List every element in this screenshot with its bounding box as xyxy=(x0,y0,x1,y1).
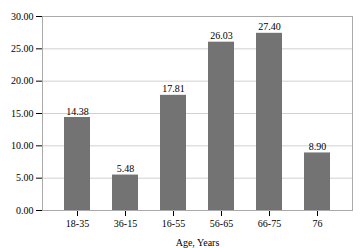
svg-text:Age, Years: Age, Years xyxy=(176,237,220,248)
svg-text:56-65: 56-65 xyxy=(210,218,233,229)
svg-text:20.00: 20.00 xyxy=(11,75,34,86)
svg-text:25.00: 25.00 xyxy=(11,43,34,54)
svg-text:17.81: 17.81 xyxy=(162,83,185,94)
svg-text:16-55: 16-55 xyxy=(162,218,185,229)
svg-text:8.90: 8.90 xyxy=(309,141,327,152)
svg-text:27.40: 27.40 xyxy=(258,21,281,32)
svg-text:15.00: 15.00 xyxy=(11,108,34,119)
svg-text:5.48: 5.48 xyxy=(117,163,135,174)
svg-text:0.00: 0.00 xyxy=(16,205,34,216)
svg-text:10.00: 10.00 xyxy=(11,140,34,151)
svg-text:30.00: 30.00 xyxy=(11,11,34,22)
svg-text:5.00: 5.00 xyxy=(16,172,34,183)
svg-text:66-75: 66-75 xyxy=(258,218,281,229)
svg-text:36-15: 36-15 xyxy=(114,218,137,229)
svg-text:26.03: 26.03 xyxy=(210,30,233,41)
svg-text:76: 76 xyxy=(313,218,323,229)
svg-text:14.38: 14.38 xyxy=(66,106,89,117)
svg-text:18-35: 18-35 xyxy=(66,218,89,229)
